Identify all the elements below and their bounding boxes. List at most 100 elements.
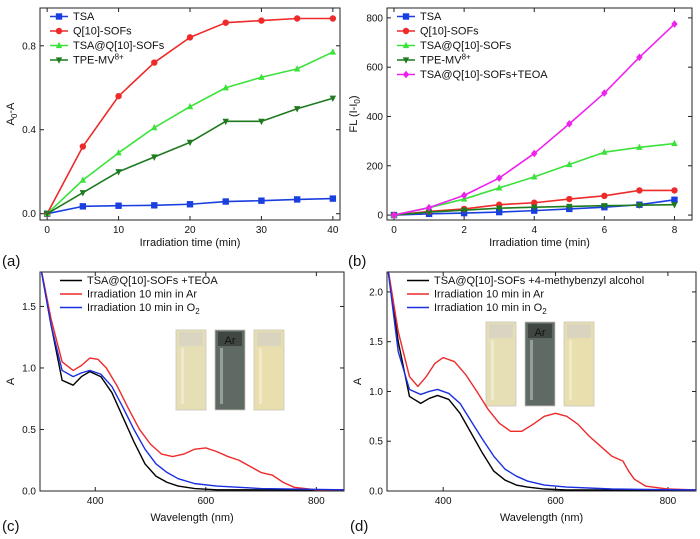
vial-meniscus xyxy=(528,324,552,338)
data-point-tpe-mv xyxy=(293,106,301,113)
legend: TSA@Q[10]-SOFs +TEOA Irradiation 10 min i… xyxy=(60,275,218,316)
x-tick-label: 600 xyxy=(547,496,564,507)
vial-highlight xyxy=(220,348,223,404)
x-axis-label: Wavelength (nm) xyxy=(150,512,233,524)
x-tick-label: 800 xyxy=(660,496,677,507)
y-tick-label: 0.0 xyxy=(369,487,383,498)
plot-frame xyxy=(39,271,345,492)
legend-marker-q-10-sofs xyxy=(402,27,410,35)
data-point-tpe-mv xyxy=(79,190,87,197)
series-line-tsa-q-10-sofs-teoa xyxy=(40,272,344,491)
panel-d: 400 600 800 0.0 0.5 1.0 1.5 2.0 Wavelength (nm) A… xyxy=(350,271,697,535)
vial-meniscus xyxy=(179,332,203,346)
panel-c: 400 600 800 0.0 0.5 1.0 1.5 Wavelength (nm) A (c)… xyxy=(2,271,345,535)
y-tick-label: 0.5 xyxy=(22,425,36,436)
legend-label-q-10-sofs: Q[10]-SOFs xyxy=(420,26,479,38)
data-point-tsa-q-10-sofs xyxy=(151,123,158,131)
y-tick-label: 0.0 xyxy=(22,487,36,498)
legend-label-irradiation-10-min-in-o: Irradiation 10 min in O2 xyxy=(434,302,547,316)
data-point-tpe-mv xyxy=(531,204,538,211)
data-point-tsa-q-10-sofs-teoa xyxy=(425,203,433,212)
x-tick-label: 4 xyxy=(531,225,537,236)
x-tick-label: 30 xyxy=(256,225,268,236)
legend-marker-tsa xyxy=(402,13,410,20)
legend-label-q-10-sofs: Q[10]-SOFs xyxy=(73,26,132,38)
legend-marker-q-10-sofs xyxy=(55,27,63,35)
series-tsa-q-10-sofs-teoa xyxy=(40,272,344,491)
data-point-tpe-mv xyxy=(151,154,158,161)
series-line-tsa-q-10-sofs-4-methybenzyl-alcohol xyxy=(387,272,696,491)
series-line-irradiation-10-min-in-ar xyxy=(41,272,344,491)
panel-b: 0 2 4 6 8 0 200 400 600 800 Irradiation time (min)… xyxy=(348,7,693,270)
data-point-tpe-mv xyxy=(636,202,643,210)
data-point-q-10-sofs xyxy=(636,187,643,194)
plot-area xyxy=(40,272,344,491)
vial-caption: Ar xyxy=(225,335,236,347)
series-line-tpe-mv xyxy=(46,97,334,215)
x-axis-label: Irradiation time (min) xyxy=(489,237,590,249)
x-tick-label: 0 xyxy=(44,225,50,236)
legend-label-tpe-mv: TPE-MV8+ xyxy=(420,53,471,67)
data-point-tpe-mv xyxy=(258,118,265,126)
data-point-q-10-sofs xyxy=(258,17,265,24)
x-tick-label: 10 xyxy=(113,225,125,236)
series-line-irradiation-10-min-in-o xyxy=(40,272,344,491)
x-tick-label: 400 xyxy=(87,496,104,507)
data-point-tpe-mv xyxy=(186,139,194,147)
vial-meniscus xyxy=(489,324,513,338)
y-tick-label: 800 xyxy=(366,13,383,24)
data-point-tsa-q-10-sofs xyxy=(293,65,301,72)
data-point-tsa xyxy=(222,198,229,205)
y-tick-label: 400 xyxy=(366,112,383,123)
data-point-tpe-mv xyxy=(329,95,337,103)
plot-area xyxy=(387,272,696,491)
legend-label-tsa-q-10-sofs-teoa: TSA@Q[10]-SOFs +TEOA xyxy=(87,275,218,287)
plot-area xyxy=(43,15,337,218)
vial-highlight xyxy=(181,348,184,404)
series-line-irradiation-10-min-in-ar xyxy=(387,272,696,491)
series-irradiation-10-min-in-ar xyxy=(41,272,344,491)
vial-highlight xyxy=(491,340,494,400)
legend-label-tsa-q-10-sofs-4-methybenzyl-alcohol: TSA@Q[10]-SOFs +4-methybenzyl alcohol xyxy=(434,275,644,287)
y-tick-label: 0.5 xyxy=(369,437,383,448)
data-point-q-10-sofs xyxy=(531,199,538,206)
x-tick-label: 40 xyxy=(327,225,339,236)
data-point-tsa xyxy=(671,196,678,203)
legend-label-tsa: TSA xyxy=(420,11,442,23)
data-point-tsa-q-10-sofs xyxy=(531,173,538,180)
x-tick-label: 20 xyxy=(184,225,196,236)
data-point-tsa-q-10-sofs-teoa xyxy=(636,53,643,62)
y-tick-label: 600 xyxy=(366,63,383,74)
data-point-tsa xyxy=(186,201,194,208)
data-point-q-10-sofs xyxy=(186,34,194,41)
data-point-tsa-q-10-sofs-teoa xyxy=(460,191,468,200)
vial-highlight xyxy=(569,340,572,400)
vial-caption: Ar xyxy=(535,327,546,339)
y-tick-label: 0.8 xyxy=(22,41,36,52)
data-point-q-10-sofs xyxy=(671,187,678,194)
legend-label-tpe-mv: TPE-MV8+ xyxy=(73,53,124,67)
plot-area xyxy=(390,20,678,219)
legend-marker-tsa xyxy=(55,13,63,20)
vial-photos: Ar xyxy=(175,329,285,411)
data-point-tsa-q-10-sofs-teoa xyxy=(601,89,608,97)
data-point-q-10-sofs xyxy=(329,15,337,22)
data-point-tsa xyxy=(79,203,87,210)
data-point-tsa-q-10-sofs xyxy=(671,139,678,147)
series-tpe-mv xyxy=(43,95,337,218)
data-point-tsa-q-10-sofs xyxy=(186,102,194,110)
data-point-tpe-mv xyxy=(222,118,229,126)
data-point-tsa-q-10-sofs xyxy=(79,176,87,183)
series-tsa-q-10-sofs-4-methybenzyl-alcohol xyxy=(387,272,696,491)
data-point-tsa-q-10-sofs-teoa xyxy=(531,149,538,158)
data-point-tsa-q-10-sofs xyxy=(566,160,573,168)
x-axis-label: Irradiation time (min) xyxy=(140,237,241,249)
vial-photos: Ar xyxy=(485,321,595,407)
data-point-tsa-q-10-sofs-teoa xyxy=(671,20,678,28)
vial-meniscus xyxy=(257,332,281,346)
panel-label: (a) xyxy=(2,253,20,270)
series-line-tsa-q-10-sofs xyxy=(46,51,334,215)
data-point-tsa-q-10-sofs xyxy=(636,143,643,150)
